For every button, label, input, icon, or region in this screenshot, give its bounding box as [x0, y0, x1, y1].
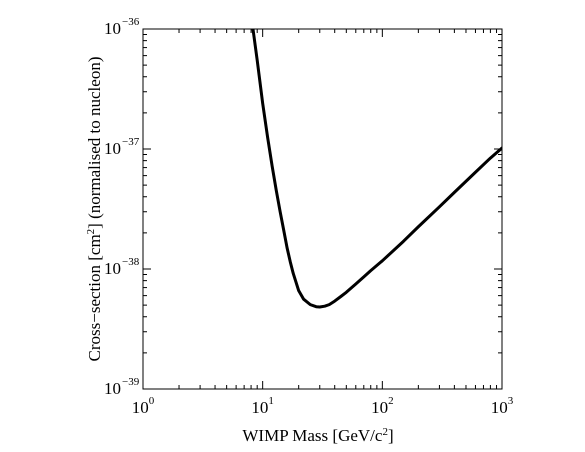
y-tick-exponent: −37: [122, 136, 140, 148]
y-tick-label: 10: [104, 379, 121, 398]
y-tick-exponent: −36: [122, 16, 140, 28]
y-tick-exponent: −39: [122, 376, 140, 388]
y-tick-label: 10: [104, 139, 121, 158]
x-axis-title-end: ]: [388, 426, 394, 445]
x-axis-title-main: WIMP Mass [GeV/c: [242, 426, 383, 445]
y-tick-label: 10: [104, 19, 121, 38]
y-axis-title-end: ] (normalised to nucleon): [85, 57, 104, 229]
exclusion-limit-curve: [251, 29, 502, 309]
y-axis-title-sup: 2: [85, 229, 97, 235]
y-axis-title-main: Cross−section [cm: [85, 234, 104, 361]
x-tick-label: 102: [371, 395, 394, 417]
x-axis-title: WIMP Mass [GeV/c2]: [242, 426, 393, 445]
y-axis-title: Cross−section [cm2] (normalised to nucle…: [85, 57, 104, 362]
x-axis-title-sup: 2: [382, 426, 388, 438]
x-tick-label: 101: [251, 395, 274, 417]
minor-ticks: [143, 29, 502, 389]
x-tick-labels: 100 101 102 103: [132, 395, 514, 417]
y-tick-label: 10: [104, 259, 121, 278]
y-tick-exponent: −38: [122, 256, 140, 268]
major-ticks: [142, 28, 503, 390]
plot-frame: [142, 28, 503, 390]
x-tick-label: 100: [132, 395, 155, 417]
x-tick-label: 103: [491, 395, 514, 417]
